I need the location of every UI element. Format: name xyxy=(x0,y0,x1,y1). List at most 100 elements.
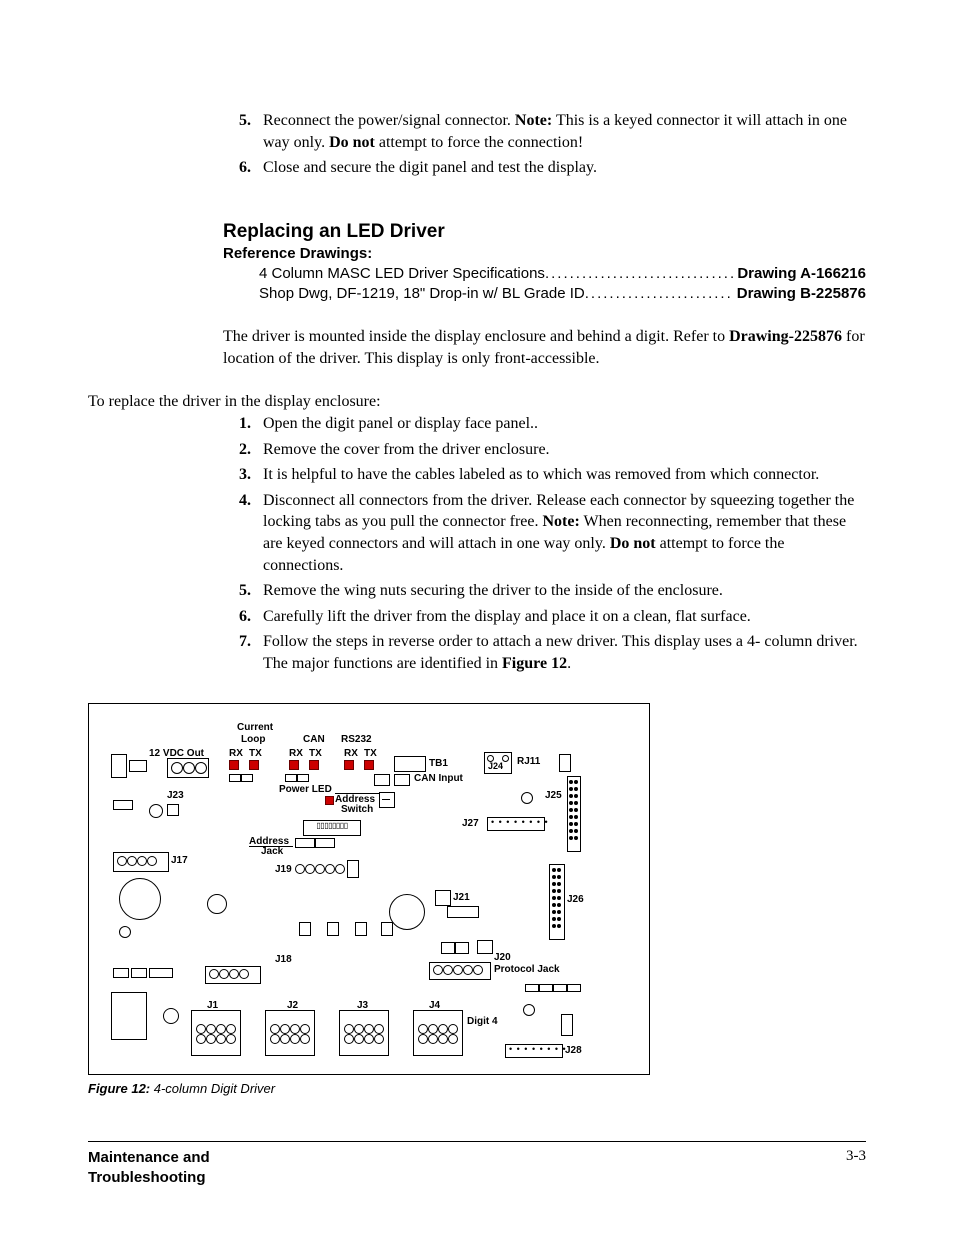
j17-pins xyxy=(117,856,155,866)
component xyxy=(381,922,393,936)
list-text: Reconnect the power/signal connector. No… xyxy=(263,110,866,153)
small-block xyxy=(394,774,410,786)
component xyxy=(525,984,539,992)
label-rx: RX xyxy=(289,748,303,759)
label-j17: J17 xyxy=(171,855,188,866)
component xyxy=(113,968,129,978)
list-item: 5.Remove the wing nuts securing the driv… xyxy=(223,580,866,602)
hole-icon xyxy=(119,926,131,938)
component xyxy=(149,968,173,978)
list-text: Open the digit panel or display face pan… xyxy=(263,413,866,435)
label-rj11: RJ11 xyxy=(517,756,540,767)
pin-icon xyxy=(195,762,207,774)
component xyxy=(567,984,581,992)
component xyxy=(327,922,339,936)
list-number: 6. xyxy=(223,157,263,179)
list-text: Remove the wing nuts securing the driver… xyxy=(263,580,866,602)
continued-list: 5. Reconnect the power/signal connector.… xyxy=(223,110,866,179)
component xyxy=(347,860,359,878)
j2-pins xyxy=(270,1024,308,1042)
pin-icon xyxy=(183,762,195,774)
label-j18: J18 xyxy=(275,954,292,965)
list-text: Close and secure the digit panel and tes… xyxy=(263,157,866,179)
cap-icon xyxy=(389,894,425,930)
figure-wrap: Current Loop CAN RS232 12 VDC Out RX TX … xyxy=(88,703,866,1096)
j18-pins xyxy=(209,969,247,979)
component xyxy=(447,906,479,918)
label-j27: J27 xyxy=(462,818,479,829)
label-tx: TX xyxy=(364,748,377,759)
list-number: 2. xyxy=(223,439,263,461)
small-block xyxy=(374,774,390,786)
figure-12-digit-driver: Current Loop CAN RS232 12 VDC Out RX TX … xyxy=(88,703,650,1075)
label-tx: TX xyxy=(309,748,322,759)
j3-pins xyxy=(344,1024,382,1042)
reference-right: Drawing B-225876 xyxy=(733,284,866,304)
label-j21: J21 xyxy=(453,892,470,903)
label-can-input: CAN Input xyxy=(414,773,463,784)
paragraph: To replace the driver in the display enc… xyxy=(88,391,866,413)
paragraph: The driver is mounted inside the display… xyxy=(223,326,866,369)
list-item: 6.Carefully lift the driver from the dis… xyxy=(223,606,866,628)
footer-rule xyxy=(88,1141,866,1142)
component xyxy=(111,992,147,1040)
component xyxy=(229,774,241,782)
dip-switch: ▯▯▯▯▯▯▯▯ xyxy=(303,820,361,836)
reference-right: Drawing A-166216 xyxy=(733,264,866,284)
component xyxy=(477,940,493,954)
hole-icon xyxy=(523,1004,535,1016)
section-heading: Replacing an LED Driver xyxy=(223,221,866,243)
component xyxy=(315,838,335,848)
list-text: Follow the steps in reverse order to att… xyxy=(263,631,866,674)
label-digit4: Digit 4 xyxy=(467,1016,498,1027)
label-power-led: Power LED xyxy=(279,784,332,795)
switch-block xyxy=(379,792,395,808)
label-j26: J26 xyxy=(567,894,584,905)
reference-left: Shop Dwg, DF-1219, 18" Drop-in w/ BL Gra… xyxy=(259,284,585,304)
label-current: Current xyxy=(237,722,273,733)
pin-icon xyxy=(171,762,183,774)
label-rs232: RS232 xyxy=(341,734,372,745)
list-item: 1.Open the digit panel or display face p… xyxy=(223,413,866,435)
led-icon xyxy=(249,760,259,770)
j20-pins xyxy=(433,965,481,975)
component xyxy=(297,774,309,782)
list-number: 6. xyxy=(223,606,263,628)
led-icon xyxy=(229,760,239,770)
label-switch: Switch xyxy=(341,804,373,815)
list-item: 2.Remove the cover from the driver enclo… xyxy=(223,439,866,461)
component xyxy=(441,942,455,954)
list-item: 5. Reconnect the power/signal connector.… xyxy=(223,110,866,153)
label-j19: J19 xyxy=(275,864,292,875)
reference-drawings: 4 Column MASC LED Driver Specifications … xyxy=(259,264,866,305)
figure-caption-body: 4-column Digit Driver xyxy=(150,1081,275,1096)
component xyxy=(167,804,179,816)
component xyxy=(299,922,311,936)
reference-row: Shop Dwg, DF-1219, 18" Drop-in w/ BL Gra… xyxy=(259,284,866,304)
component xyxy=(561,1014,573,1036)
led-icon xyxy=(289,760,299,770)
j4-pins xyxy=(418,1024,456,1042)
figure-caption: Figure 12: 4-column Digit Driver xyxy=(88,1081,866,1096)
hole-icon xyxy=(163,1008,179,1024)
footer-page-number: 3-3 xyxy=(846,1148,866,1187)
page-footer: Maintenance and Troubleshooting 3-3 xyxy=(88,1141,866,1187)
tb1-block xyxy=(394,756,426,772)
j21-block xyxy=(435,890,451,906)
list-number: 1. xyxy=(223,413,263,435)
led-icon xyxy=(309,760,319,770)
label-protocol-jack: Protocol Jack xyxy=(494,964,560,975)
list-text: It is helpful to have the cables labeled… xyxy=(263,464,866,486)
list-number: 5. xyxy=(223,110,263,153)
label-j24: J24 xyxy=(488,761,503,771)
j1-pins xyxy=(196,1024,234,1042)
label-j20: J20 xyxy=(494,952,511,963)
footer-section-title: Maintenance and Troubleshooting xyxy=(88,1148,288,1187)
list-number: 5. xyxy=(223,580,263,602)
component xyxy=(295,838,315,848)
label-loop: Loop xyxy=(241,734,265,745)
hole-icon xyxy=(521,792,533,804)
component xyxy=(241,774,253,782)
led-icon xyxy=(364,760,374,770)
list-text: Carefully lift the driver from the displ… xyxy=(263,606,866,628)
